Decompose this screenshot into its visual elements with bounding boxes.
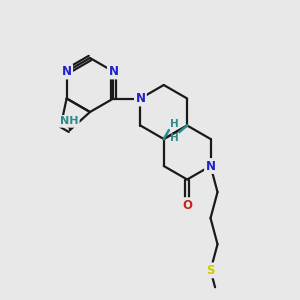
Text: S: S [206,264,215,277]
Text: N: N [61,65,72,78]
Text: H: H [170,133,178,143]
Text: H: H [170,119,178,129]
Text: NH: NH [60,116,78,126]
Text: N: N [108,65,118,78]
Text: N: N [206,160,215,172]
Text: O: O [182,199,192,212]
Text: N: N [135,92,146,105]
